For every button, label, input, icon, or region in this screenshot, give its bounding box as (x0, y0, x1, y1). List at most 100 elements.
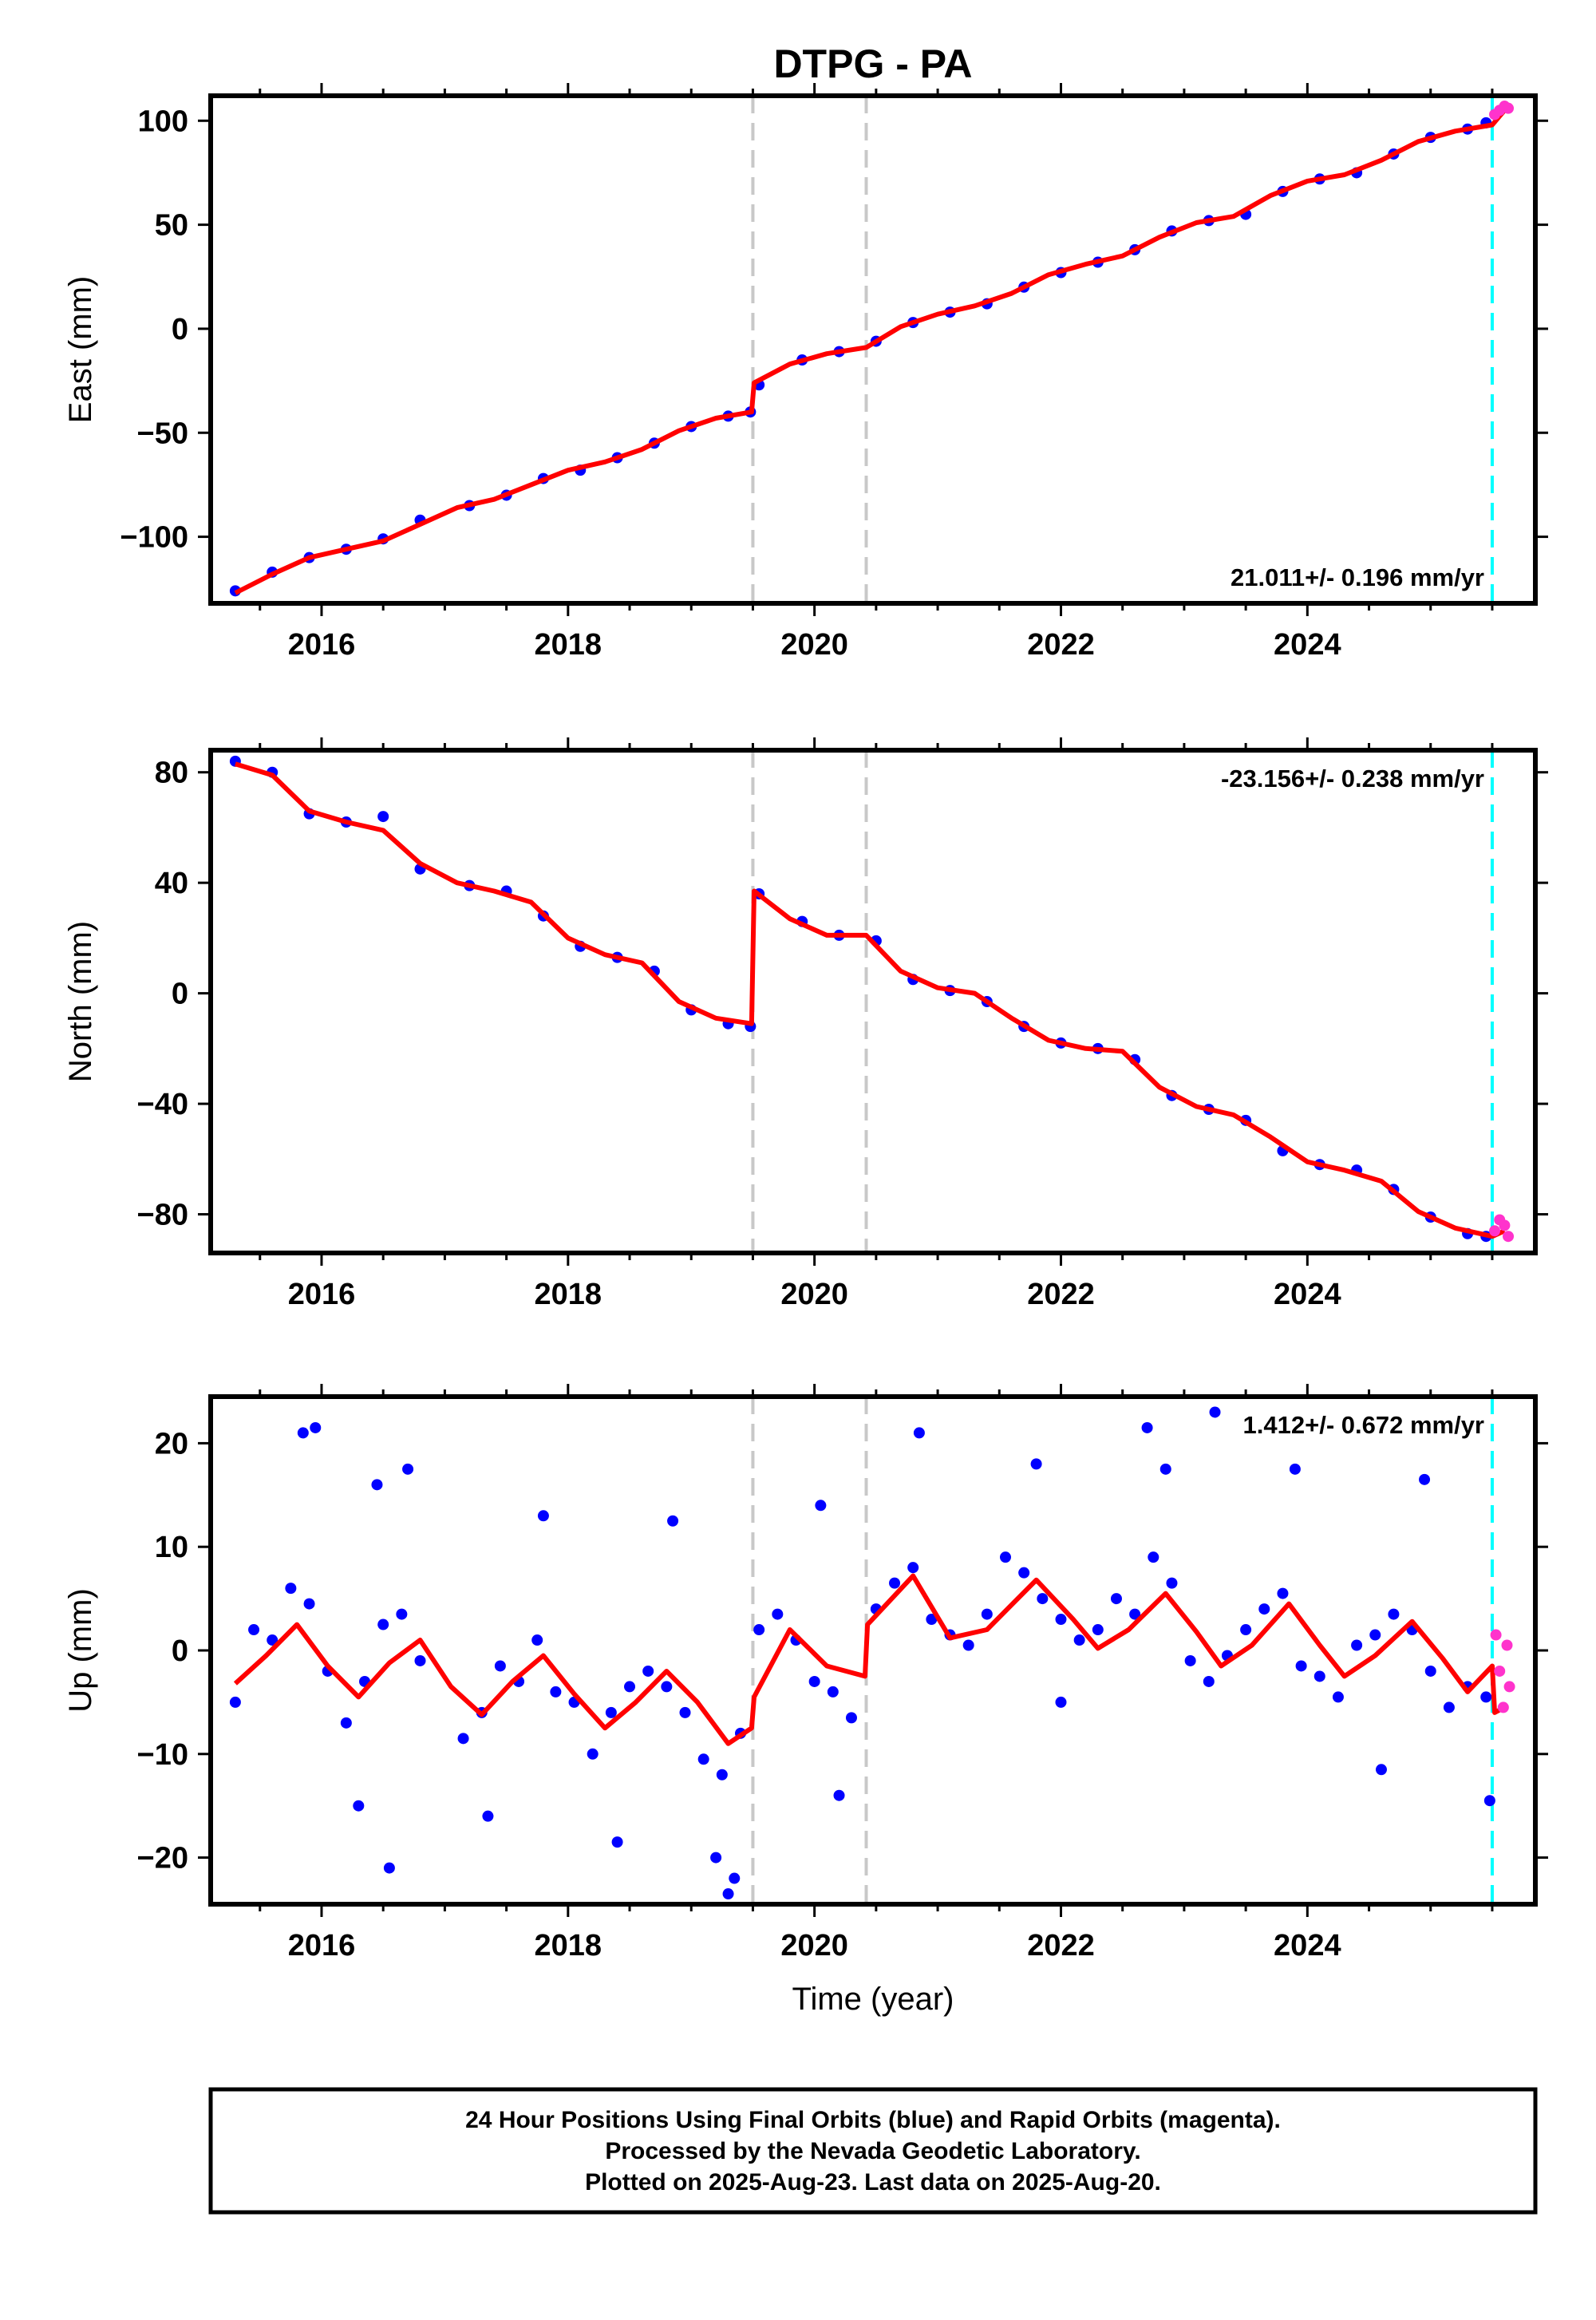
rate-label: 21.011+/- 0.196 mm/yr (1231, 563, 1484, 591)
y-tick-label: 40 (155, 867, 188, 900)
rate-label: 1.412+/- 0.672 mm/yr (1243, 1411, 1484, 1439)
final-orbit-point (1166, 1577, 1178, 1589)
final-orbit-point (1369, 1629, 1381, 1641)
final-orbit-point (962, 1639, 974, 1651)
final-orbit-point (1480, 1691, 1492, 1703)
y-tick-label: 100 (138, 105, 188, 138)
x-tick-label: 2020 (780, 628, 848, 662)
final-orbit-point (1055, 1614, 1067, 1626)
final-orbit-point (1148, 1551, 1159, 1563)
plot-frame (208, 93, 1538, 606)
final-orbit-point (772, 1608, 784, 1620)
y-tick-label: −10 (137, 1738, 188, 1772)
final-orbit-point (667, 1515, 679, 1527)
y-tick-label: 0 (172, 978, 188, 1011)
final-orbit-point (248, 1624, 260, 1636)
x-tick-label: 2020 (780, 1278, 848, 1311)
final-orbit-point (1129, 1608, 1141, 1620)
final-orbit-point (808, 1675, 820, 1687)
final-orbit-point (303, 1598, 315, 1610)
final-orbit-point (396, 1608, 408, 1620)
final-orbit-point (710, 1852, 722, 1864)
x-tick-label: 2022 (1027, 1929, 1095, 1962)
final-orbit-point (1055, 1696, 1067, 1708)
x-tick-label: 2024 (1274, 1278, 1341, 1311)
y-tick-label: 50 (155, 209, 188, 243)
y-tick-label: −20 (137, 1842, 188, 1875)
rapid-orbit-point (1497, 1701, 1509, 1713)
y-tick-label: −40 (137, 1088, 188, 1121)
final-orbit-point (383, 1862, 395, 1874)
final-orbit-point (1483, 1795, 1495, 1807)
y-axis-label: Up (mm) (63, 1588, 98, 1713)
final-orbit-point (1159, 1463, 1171, 1475)
final-orbit-point (310, 1421, 322, 1433)
up-panel: 2016 2018 2020 2022 2024 −20 −10 0 10 20 Up (mm) 1.… (63, 1384, 1548, 1962)
y-tick-label: 10 (155, 1531, 188, 1564)
y-tick-label: −80 (137, 1199, 188, 1232)
north-panel: 2016 2018 2020 2022 2024 −80 −40 0 40 80 North (mm… (63, 737, 1548, 1311)
final-orbit-point (1000, 1551, 1011, 1563)
final-orbit-point (494, 1660, 506, 1672)
plot-frame (208, 748, 1538, 1255)
final-orbit-point (1110, 1593, 1122, 1605)
figure-title: DTPG - PA (773, 41, 972, 86)
final-orbit-point (716, 1769, 728, 1781)
final-orbit-point (229, 1696, 241, 1708)
x-tick-label: 2024 (1274, 1929, 1341, 1962)
final-orbit-point (1388, 1608, 1400, 1620)
final-orbit-point (833, 1789, 845, 1801)
rate-label: -23.156+/- 0.238 mm/yr (1221, 765, 1484, 792)
final-orbit-point (907, 1562, 919, 1574)
final-orbit-point (1092, 1624, 1104, 1636)
final-orbit-point (402, 1463, 414, 1475)
rapid-orbit-point (1489, 1225, 1501, 1237)
final-orbit-point (550, 1686, 562, 1698)
final-orbit-point (371, 1479, 383, 1491)
final-orbit-point (679, 1706, 691, 1718)
final-orbit-point (845, 1712, 857, 1724)
model-fit-line (235, 761, 1506, 1239)
x-tick-label: 2016 (288, 628, 356, 662)
final-orbit-point (1030, 1458, 1042, 1470)
final-orbit-point (697, 1753, 709, 1765)
x-tick-label: 2016 (288, 1278, 356, 1311)
footer-line-1: 24 Hour Positions Using Final Orbits (bl… (465, 2107, 1281, 2133)
final-orbit-point (605, 1706, 617, 1718)
final-orbit-point (889, 1577, 901, 1589)
final-orbit-point (1443, 1701, 1455, 1713)
x-tick-label: 2018 (535, 1929, 602, 1962)
x-tick-label: 2016 (288, 1929, 356, 1962)
rapid-orbit-point (1503, 102, 1515, 114)
final-orbit-point (587, 1748, 598, 1760)
model-fit-line (234, 109, 1507, 595)
rapid-orbit-point (1490, 1629, 1502, 1641)
final-orbit-point (537, 1510, 549, 1522)
final-orbit-point (827, 1686, 839, 1698)
final-orbit-point (1314, 1670, 1325, 1682)
x-tick-label: 2022 (1027, 1278, 1095, 1311)
y-tick-label: 80 (155, 757, 188, 790)
final-orbit-point (753, 1624, 765, 1636)
final-orbit-point (1018, 1567, 1030, 1579)
final-orbit-point (722, 1888, 734, 1900)
final-orbit-point (1073, 1634, 1085, 1646)
final-orbit-point (457, 1733, 469, 1745)
final-orbit-point (377, 1618, 389, 1630)
footer-line-2: Processed by the Nevada Geodetic Laborat… (605, 2138, 1140, 2164)
east-panel: 2016 2018 2020 2022 2024 −100 −50 0 50 100 East (m… (63, 83, 1548, 662)
final-orbit-point (611, 1836, 623, 1848)
model-fit-line (233, 1573, 1506, 1746)
y-tick-label: −50 (137, 417, 188, 450)
x-tick-label: 2018 (535, 628, 602, 662)
final-orbit-point (353, 1800, 365, 1812)
final-orbit-point (1037, 1593, 1049, 1605)
final-orbit-point (1240, 1624, 1252, 1636)
final-orbit-point (1375, 1764, 1387, 1776)
rapid-orbit-point (1503, 1231, 1515, 1243)
final-orbit-point (1203, 1675, 1215, 1687)
final-orbit-point (377, 811, 389, 823)
